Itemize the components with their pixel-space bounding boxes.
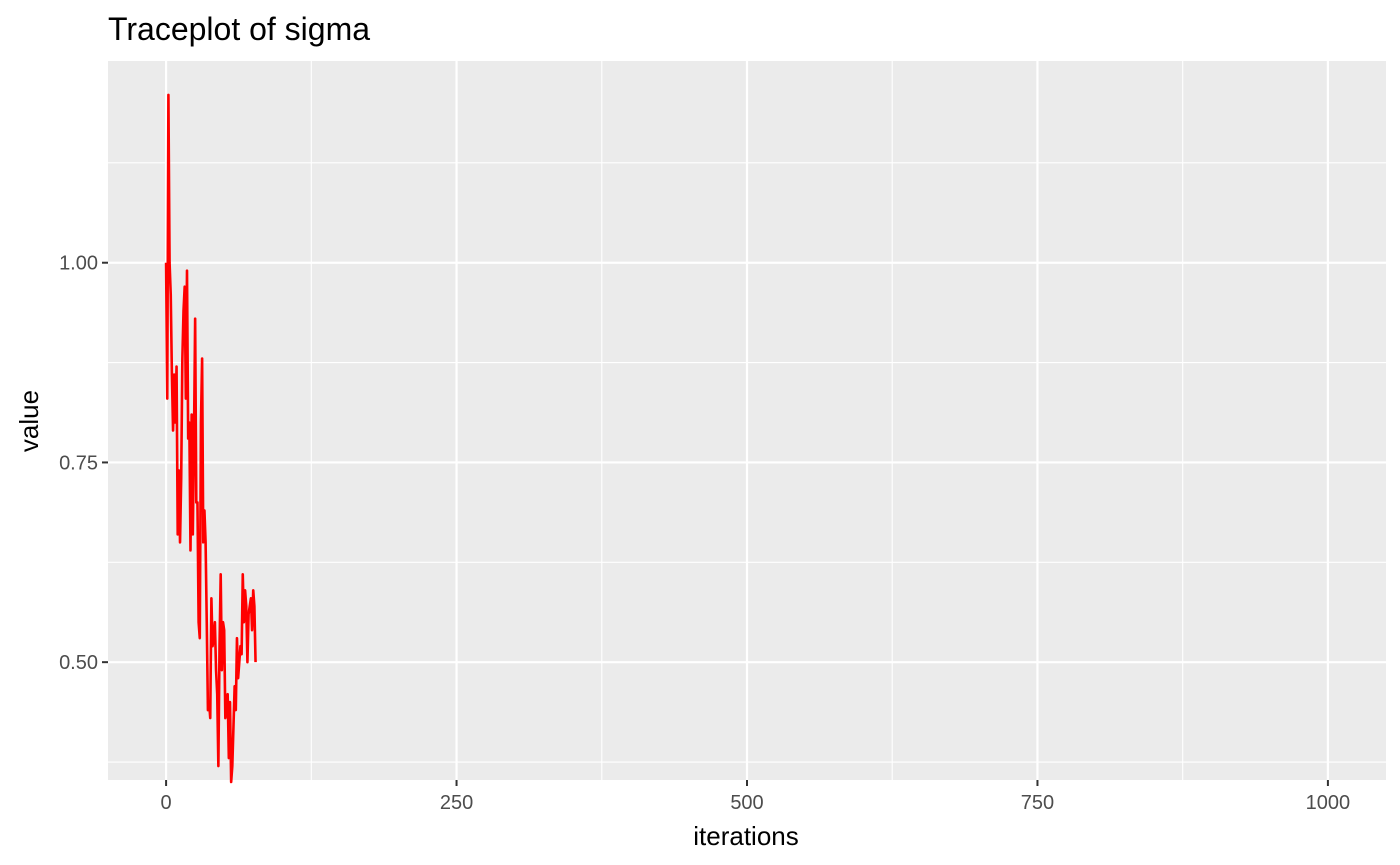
y-tick-label: 0.50 [59, 652, 98, 674]
chart-title: Traceplot of sigma [108, 11, 370, 47]
x-tick-label: 750 [1021, 792, 1054, 814]
x-tick-label: 1000 [1306, 792, 1351, 814]
trace-line [164, 93, 257, 784]
y-tick-label: 1.00 [59, 253, 98, 275]
y-axis: 0.50 0.75 1.00 [59, 253, 108, 674]
x-tick-label: 0 [161, 792, 172, 814]
series-layer [164, 93, 257, 784]
x-axis: 0 250 500 750 1000 [161, 780, 1351, 814]
x-tick-label: 500 [730, 792, 763, 814]
x-tick-label: 250 [440, 792, 473, 814]
y-axis-title: value [14, 390, 44, 452]
x-axis-title: iterations [693, 821, 799, 851]
y-tick-label: 0.75 [59, 452, 98, 474]
gridlines [108, 61, 1386, 780]
